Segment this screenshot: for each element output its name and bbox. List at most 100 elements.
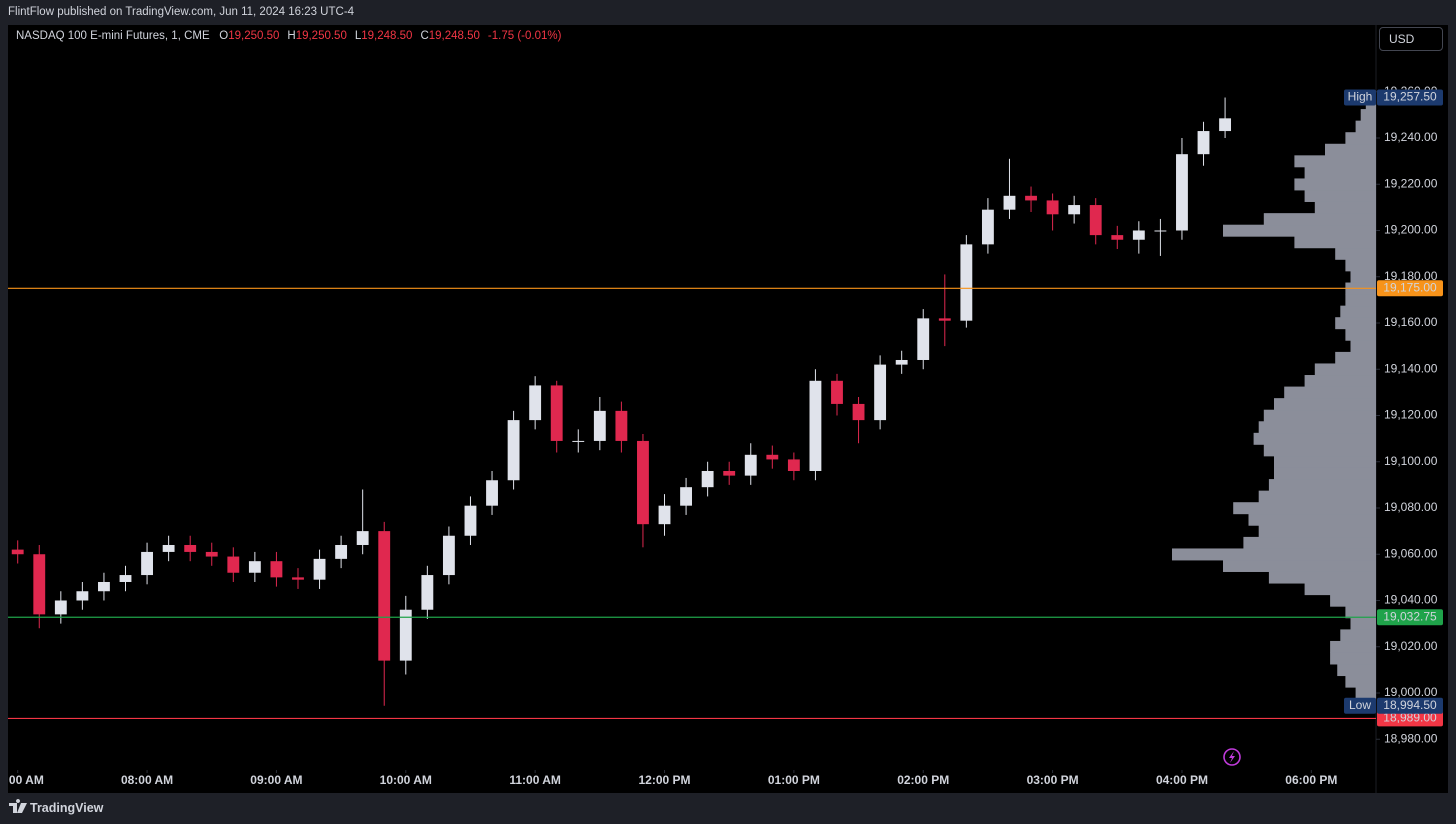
- profile-bar: [1268, 479, 1376, 492]
- candle-body: [119, 575, 132, 582]
- x-tick-label: 03:00 PM: [1027, 773, 1079, 787]
- candle-body: [11, 549, 24, 555]
- profile-bar: [1330, 640, 1376, 653]
- x-tick-label: 09:00 AM: [250, 773, 302, 787]
- y-tick-label: 19,140.00: [1384, 361, 1438, 375]
- candle-body: [313, 558, 326, 580]
- candle-body: [54, 600, 67, 615]
- ohlc-value: 19,248.50: [361, 30, 413, 42]
- price-label-box: [1377, 609, 1443, 626]
- symbol-legend: NASDAQ 100 E-mini Futures, 1, CME O19,25…: [16, 30, 561, 42]
- candle-body: [981, 209, 994, 245]
- profile-bar: [1248, 513, 1376, 526]
- profile-bar: [1304, 190, 1376, 202]
- candle-body: [723, 470, 736, 476]
- x-tick-label: 11:00 AM: [509, 773, 561, 787]
- extreme-name-box: [1344, 89, 1376, 106]
- extreme-label: 19,257.50: [1383, 90, 1437, 104]
- ohlc-value: 19,250.50: [295, 30, 347, 42]
- candle-body: [831, 380, 843, 404]
- candle-body: [960, 244, 973, 321]
- candle-body: [205, 551, 218, 557]
- candle-body: [1068, 205, 1081, 215]
- candle-body: [744, 454, 757, 476]
- candle-body: [615, 410, 628, 441]
- footer-brand: TradingView: [30, 801, 104, 815]
- chart-background: [8, 25, 1448, 793]
- profile-bar: [1335, 351, 1376, 364]
- candle-body: [464, 505, 477, 536]
- profile-bar: [1263, 213, 1376, 226]
- y-tick-label: 19,180.00: [1384, 269, 1438, 283]
- profile-bar: [1350, 617, 1376, 630]
- profile-bar: [1258, 490, 1376, 503]
- candle-body: [550, 385, 563, 441]
- price-label-box: [1377, 280, 1443, 297]
- profile-bar: [1345, 328, 1376, 341]
- candle-body: [1219, 118, 1232, 132]
- ohlc-value: 19,248.50: [428, 30, 480, 42]
- x-tick-label: 07:00 AM: [0, 773, 44, 787]
- profile-bar: [1304, 166, 1376, 179]
- candle-body: [1003, 195, 1016, 210]
- symbol-name: NASDAQ 100 E-mini Futures, 1, CME: [16, 30, 210, 42]
- volume-profile: [1172, 97, 1376, 711]
- ohlc-letter: L: [354, 30, 362, 42]
- profile-bar: [1345, 132, 1376, 145]
- candle-body: [1111, 235, 1124, 240]
- extreme-marker: Low 18,994.50: [1344, 697, 1443, 714]
- candle-body: [852, 403, 865, 421]
- profile-bar: [1268, 571, 1376, 584]
- candle-body: [1154, 230, 1167, 232]
- profile-bar: [1330, 652, 1376, 665]
- candle-body: [809, 380, 822, 471]
- x-tick-label: 02:00 PM: [897, 773, 949, 787]
- extreme-label-box: [1377, 89, 1443, 106]
- y-tick-label: 19,200.00: [1384, 223, 1438, 237]
- profile-bar: [1258, 525, 1376, 538]
- candle-body: [917, 318, 930, 360]
- profile-bar: [1274, 467, 1376, 480]
- candle-body: [33, 554, 46, 615]
- profile-bar: [1337, 664, 1376, 677]
- price-label: 19,175.00: [1383, 280, 1437, 294]
- candle-body: [248, 561, 261, 573]
- profile-bar: [1304, 583, 1376, 596]
- profile-bar: [1223, 224, 1376, 237]
- ohlc-value: 19,250.50: [228, 30, 280, 42]
- candle-body: [680, 487, 692, 506]
- price-change: -1.75 (-0.01%): [487, 30, 562, 42]
- plot: [8, 97, 1376, 720]
- profile-bar: [1345, 294, 1376, 307]
- ohlc-letter: C: [420, 30, 429, 42]
- x-tick-label: 12:00 PM: [638, 773, 690, 787]
- y-tick-label: 19,240.00: [1384, 130, 1438, 144]
- candle-body: [637, 440, 649, 525]
- ohlc-letter: H: [287, 30, 296, 42]
- x-tick-label: 06:00 PM: [1285, 773, 1337, 787]
- extreme-label: 18,994.50: [1383, 698, 1437, 712]
- candle-body: [1046, 200, 1059, 215]
- price-label: 19,032.75: [1383, 609, 1437, 623]
- y-tick-label: 18,980.00: [1384, 731, 1438, 745]
- price-label: 18,989.00: [1383, 711, 1437, 725]
- x-tick-label: 01:00 PM: [768, 773, 820, 787]
- candle-body: [1132, 230, 1145, 240]
- x-tick-label: 08:00 AM: [121, 773, 173, 787]
- profile-bar: [1172, 548, 1376, 561]
- extreme-marker: High 19,257.50: [1344, 89, 1443, 106]
- lightning-icon[interactable]: [1223, 748, 1241, 766]
- y-tick-label: 19,120.00: [1384, 408, 1438, 422]
- candle-body: [701, 470, 714, 488]
- profile-bar: [1223, 560, 1376, 572]
- profile-bar: [1325, 143, 1376, 156]
- candle-body: [442, 535, 455, 576]
- profile-bar: [1274, 455, 1376, 468]
- x-tick-label: 10:00 AM: [380, 773, 432, 787]
- currency-button[interactable]: USD: [1379, 27, 1443, 51]
- candle-body: [98, 581, 110, 592]
- candle-body: [938, 318, 951, 321]
- profile-bar: [1294, 178, 1376, 191]
